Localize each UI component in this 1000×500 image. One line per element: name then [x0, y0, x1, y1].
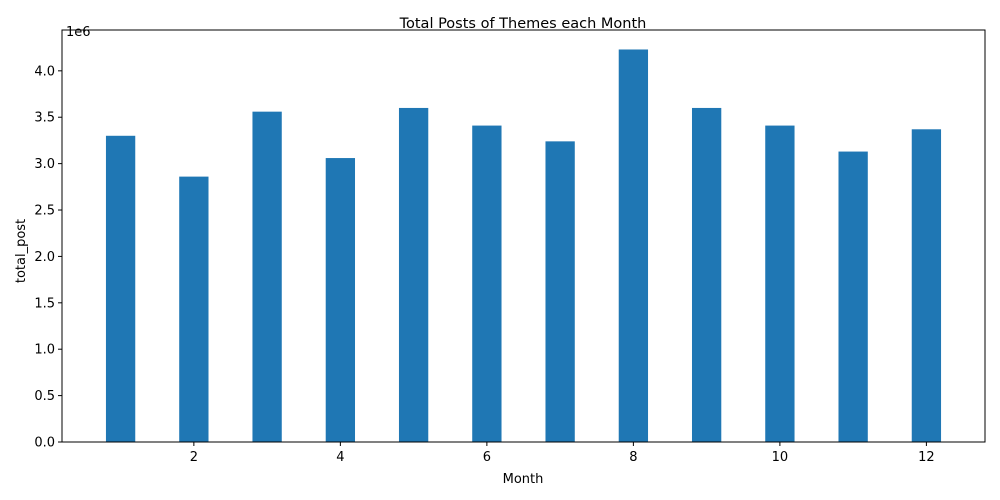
x-tick-label: 8	[629, 450, 637, 465]
y-tick-label: 3.0	[34, 157, 55, 172]
y-offset-text: 1e6	[66, 25, 91, 40]
x-tick-label: 12	[918, 450, 935, 465]
bar-month-8	[618, 49, 649, 443]
bar-month-6	[472, 125, 502, 443]
bar-month-3	[252, 111, 282, 442]
bar-month-12	[911, 129, 942, 443]
x-axis-label: Month	[503, 472, 544, 487]
plot-frame	[61, 29, 986, 443]
bar-month-10	[765, 125, 795, 443]
y-tick-label: 3.5	[34, 111, 55, 126]
chart-title: Total Posts of Themes each Month	[399, 16, 647, 32]
y-tick-label: 0.0	[34, 436, 55, 451]
bar-month-2	[179, 176, 209, 442]
x-tick-label: 6	[483, 450, 491, 465]
y-tick-label: 0.5	[34, 389, 55, 404]
x-tick-label: 10	[772, 450, 789, 465]
y-axis-label: total_post	[14, 219, 29, 283]
y-tick-label: 4.0	[34, 64, 55, 79]
bars-layer	[105, 49, 942, 443]
bar-month-5	[398, 107, 429, 442]
y-tick-label: 1.0	[34, 343, 55, 358]
x-tick-label: 4	[336, 450, 344, 465]
x-ticks-layer: 2 4 6 8 10 12	[190, 442, 935, 465]
bar-month-1	[105, 135, 136, 442]
y-tick-label: 2.0	[34, 250, 55, 265]
x-tick-label: 2	[190, 450, 198, 465]
y-tick-label: 1.5	[34, 296, 55, 311]
axes-layer	[61, 29, 986, 443]
bar-month-4	[325, 158, 356, 442]
y-ticks-layer: 0.0 0.5 1.0 1.5 2.0 2.5 3.0 3.5 4.0	[34, 64, 62, 451]
bar-month-7	[545, 141, 575, 442]
y-tick-label: 2.5	[34, 204, 55, 219]
bar-month-11	[838, 151, 868, 442]
bar-month-9	[691, 107, 722, 442]
